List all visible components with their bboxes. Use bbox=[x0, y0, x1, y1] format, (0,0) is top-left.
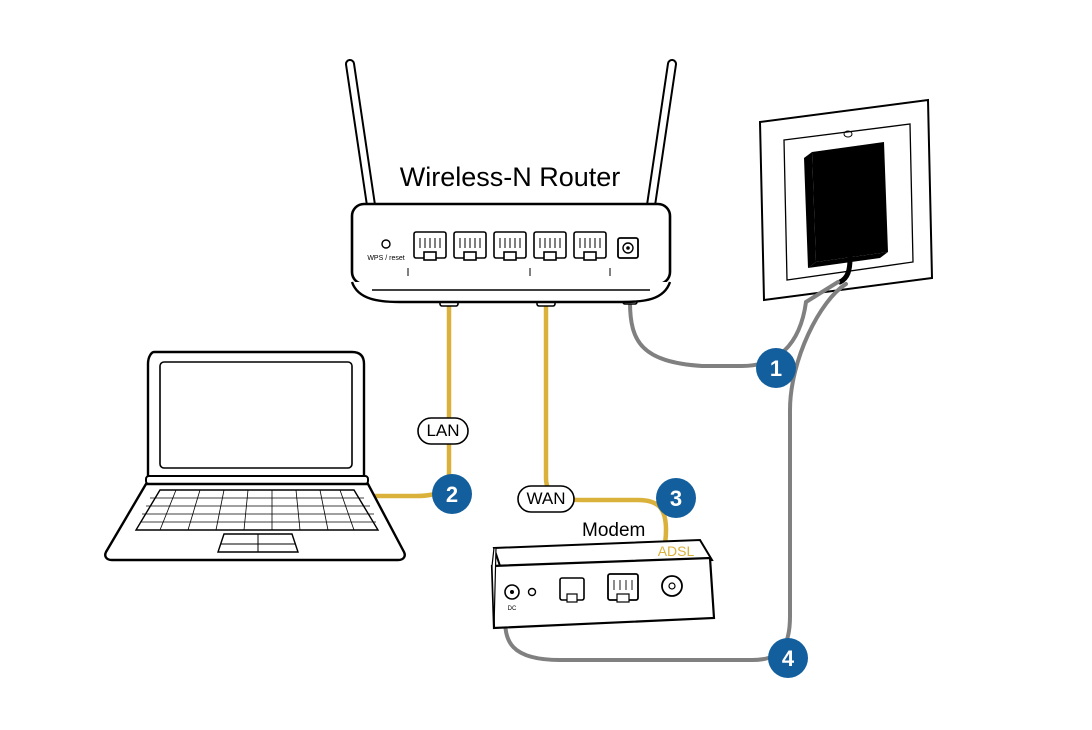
svg-text:1: 1 bbox=[770, 356, 782, 381]
label-lan: LAN bbox=[418, 418, 468, 444]
modem-label: Modem bbox=[582, 520, 645, 541]
router-title: Wireless-N Router bbox=[400, 162, 621, 192]
svg-text:2: 2 bbox=[446, 482, 458, 507]
router-antenna-right bbox=[640, 64, 672, 222]
svg-text:4: 4 bbox=[782, 646, 795, 671]
badge-2: 2 bbox=[432, 474, 472, 514]
badge-3: 3 bbox=[656, 478, 696, 518]
modem-brand: ADSL bbox=[658, 543, 695, 559]
wan-text: WAN bbox=[526, 489, 565, 508]
svg-text:3: 3 bbox=[670, 486, 682, 511]
lan-text: LAN bbox=[426, 421, 459, 440]
laptop bbox=[105, 352, 405, 560]
badge-1: 1 bbox=[756, 348, 796, 388]
svg-text:DC: DC bbox=[508, 606, 517, 612]
diagram-canvas: WPS / reset Wireless-N Router bbox=[0, 0, 1092, 730]
router-antenna-left bbox=[350, 64, 382, 222]
router-ports bbox=[414, 232, 606, 260]
badges: 1 2 3 4 bbox=[432, 348, 808, 678]
label-wan: WAN bbox=[518, 486, 574, 512]
badge-4: 4 bbox=[768, 638, 808, 678]
modem: ADSL DC bbox=[492, 540, 714, 628]
wall-outlet bbox=[760, 100, 932, 300]
wps-label: WPS / reset bbox=[367, 255, 404, 262]
